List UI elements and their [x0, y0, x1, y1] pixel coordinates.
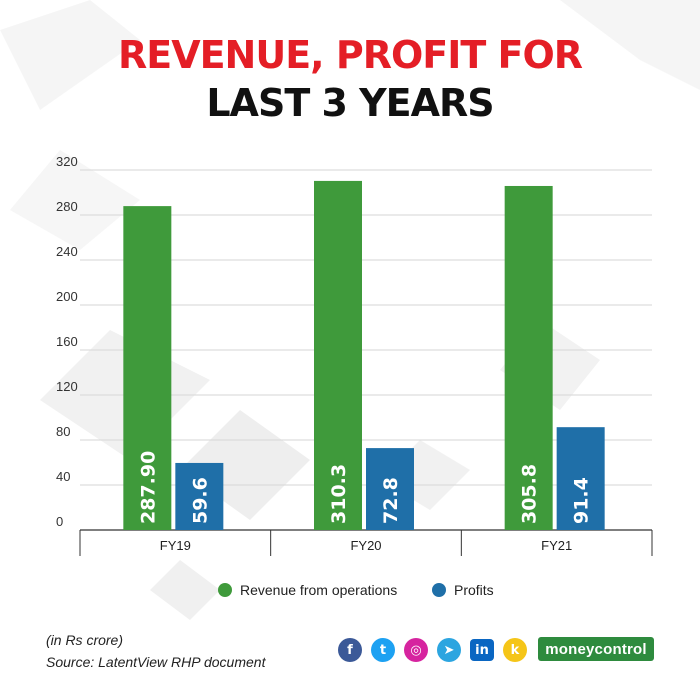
- y-tick-label: 320: [56, 154, 78, 169]
- chart-title-line-2: LAST 3 YEARS: [206, 81, 494, 125]
- facebook-icon[interactable]: f: [338, 638, 362, 662]
- y-tick-label: 280: [56, 199, 78, 214]
- legend-swatch-profits: [432, 583, 446, 597]
- data-label: 91.4: [571, 477, 593, 524]
- twitter-icon[interactable]: t: [371, 638, 395, 662]
- legend-item-profits: Profits: [432, 582, 494, 598]
- moneycontrol-logo[interactable]: moneycontrol: [538, 637, 654, 661]
- legend-item-revenue: Revenue from operations: [218, 582, 397, 598]
- y-tick-label: 120: [56, 379, 78, 394]
- y-tick-label: 240: [56, 244, 78, 259]
- bar-revenue: [314, 180, 362, 530]
- data-label: 59.6: [189, 477, 211, 524]
- unit-note: (in Rs crore): [46, 632, 124, 648]
- legend-label-profits: Profits: [454, 582, 494, 598]
- koo-icon[interactable]: k: [503, 638, 527, 662]
- y-tick-label: 40: [56, 469, 70, 484]
- social-icons: f t ◎ ➤ in k: [338, 638, 536, 662]
- data-label: 72.8: [380, 477, 402, 524]
- data-label: 305.8: [519, 464, 541, 524]
- data-label: 310.3: [328, 464, 350, 524]
- chart-title-line-1: REVENUE, PROFIT FOR: [117, 33, 583, 77]
- x-tick-label: FY21: [541, 538, 572, 553]
- y-tick-label: 0: [56, 514, 63, 529]
- bar-revenue: [123, 206, 172, 531]
- bar-profits: [175, 462, 224, 530]
- x-tick-label: FY20: [350, 538, 381, 553]
- legend-label-revenue: Revenue from operations: [240, 582, 398, 598]
- linkedin-icon[interactable]: in: [470, 639, 494, 661]
- y-tick-label: 80: [56, 424, 70, 439]
- legend-swatch-revenue: [218, 583, 232, 597]
- instagram-icon[interactable]: ◎: [404, 638, 428, 662]
- data-label: 287.90: [137, 451, 159, 524]
- bar-revenue: [504, 185, 553, 530]
- telegram-icon[interactable]: ➤: [437, 638, 461, 662]
- source-note: Source: LatentView RHP document: [46, 654, 266, 670]
- x-tick-label: FY19: [160, 538, 191, 553]
- y-tick-label: 160: [56, 334, 78, 349]
- chart-legend: Revenue from operations Profits: [0, 582, 700, 602]
- bar-profits: [556, 427, 605, 530]
- y-tick-label: 200: [56, 289, 78, 304]
- bar-profits: [366, 448, 414, 530]
